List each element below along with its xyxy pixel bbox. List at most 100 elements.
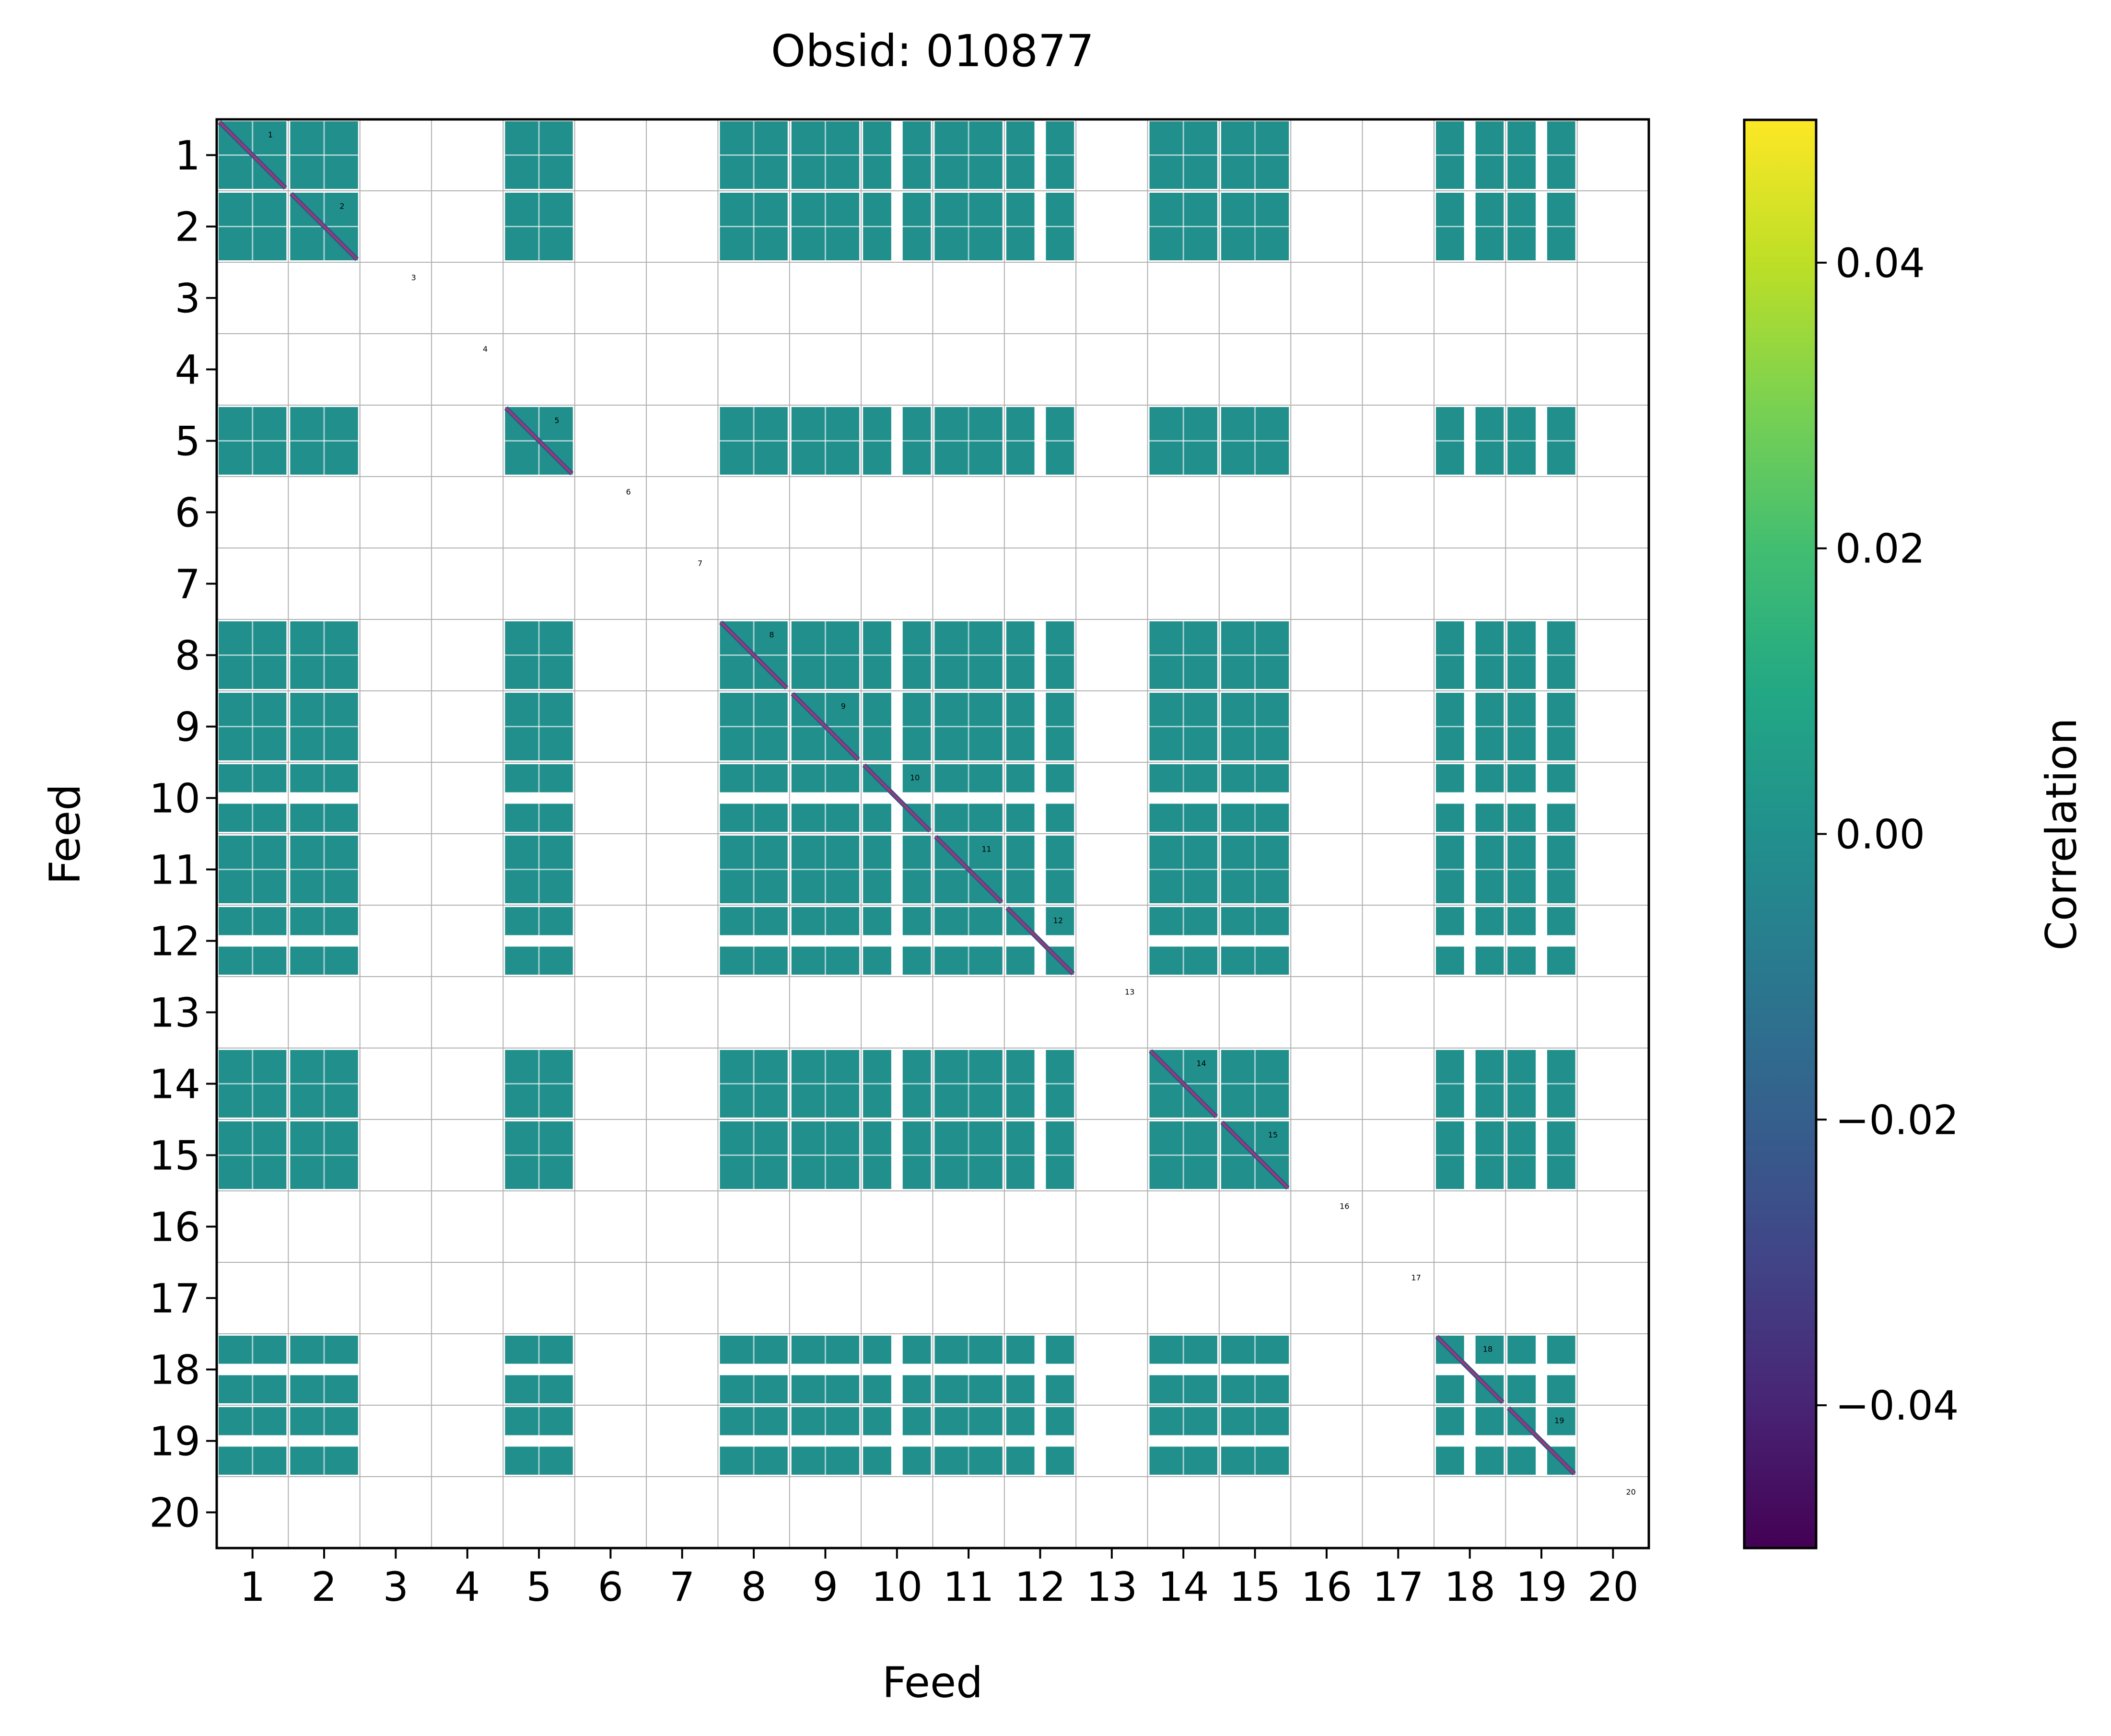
partial-feed-gap [1034,834,1046,905]
colorbar-ticks: 0.04 0.02 0.00 −0.02 −0.04 [1816,240,1959,1429]
x-tick-label: 1 [240,1563,265,1610]
partial-feed-gap [217,935,289,947]
diagonal-feed-label: 13 [1125,987,1134,996]
partial-feed-gap [891,905,903,977]
y-tick-label: 7 [175,561,200,608]
diagonal-feed-label: 17 [1411,1273,1421,1282]
partial-feed-gap [891,405,903,477]
diagonal-feed-label: 8 [769,630,774,639]
diagonal-feed-label: 2 [339,201,344,210]
y-tick-label: 2 [175,204,200,251]
x-tick-label: 7 [669,1563,695,1610]
colorbar-tick-label: −0.04 [1835,1382,1959,1429]
colorbar-tick-label: −0.02 [1835,1096,1959,1143]
x-tick-label: 3 [383,1563,408,1610]
partial-feed-gap [1464,405,1476,477]
y-tick-label: 13 [149,990,200,1037]
partial-feed-gap [1034,119,1046,191]
y-tick-label: 17 [149,1275,200,1322]
partial-feed-gap [891,191,903,262]
partial-feed-gap [718,1363,790,1375]
partial-feed-gap [1536,1048,1547,1119]
diagonal-feed-label: 14 [1196,1059,1206,1068]
x-tick-label: 20 [1587,1563,1639,1610]
diagonal-band-highlight [291,193,358,260]
grid-lines [217,119,1649,1548]
diagonal-band-highlight [1006,907,1074,975]
colorbar-tick-label: 0.02 [1835,525,1925,572]
y-tick-label: 16 [149,1204,200,1251]
y-tick-label: 8 [175,632,200,679]
partial-feed-gap [1034,191,1046,262]
partial-feed-gap [1464,1119,1476,1191]
colorbar-label: Correlation [2037,718,2086,950]
diagonal-band [218,120,1576,1476]
partial-feed-gap [288,935,360,947]
partial-feed-gap [1034,619,1046,691]
diagonal-feed-label: 10 [910,773,920,782]
partial-feed-gap [933,1435,1004,1447]
partial-feed-gap [1536,905,1547,977]
partial-feed-gap [1034,1119,1046,1191]
x-tick-label: 15 [1229,1563,1281,1610]
y-tick-label: 20 [149,1490,200,1537]
partial-feed-gap [1034,405,1046,477]
partial-feed-gap [891,1048,903,1119]
partial-feed-gap [933,1363,1004,1375]
partial-feed-gap [1536,191,1547,262]
partial-feed-gap [1464,119,1476,191]
x-tick-label: 17 [1373,1563,1424,1610]
y-tick-label: 15 [149,1132,200,1179]
partial-feed-gap [789,1363,862,1375]
partial-feed-gap [1034,691,1046,762]
diagonal-feed-label: 4 [483,344,488,353]
y-tick-label: 9 [175,704,200,751]
diagonal-feed-label: 19 [1554,1416,1564,1425]
diagonal-feed-label: 5 [554,416,559,425]
partial-feed-gap [1034,762,1046,834]
partial-feed-gap [1536,762,1547,834]
diagonal-band-highlight [720,621,787,689]
partial-feed-gap [1464,191,1476,262]
partial-feed-gap [1147,1435,1219,1447]
partial-feed-gap [503,792,575,804]
diagonal-band-highlight [1150,1050,1217,1118]
diagonal-band-highlight [863,764,931,832]
partial-feed-gap [1219,1435,1291,1447]
partial-feed-gap [1464,834,1476,905]
diagonal-band-highlight [1508,1407,1575,1475]
partial-feed-gap [1219,1363,1291,1375]
diagonal-feed-label: 18 [1483,1344,1493,1353]
partial-feed-gap [1464,1048,1476,1119]
partial-feed-gap [1464,1405,1476,1477]
partial-feed-gap [1536,119,1547,191]
partial-feed-gap [217,792,289,804]
partial-feed-gap [1536,405,1547,477]
x-tick-label: 19 [1516,1563,1567,1610]
x-tick-label: 4 [455,1563,480,1610]
y-tick-label: 12 [149,918,200,965]
partial-feed-gap [1536,834,1547,905]
diagonal-feed-label: 6 [626,487,631,496]
partial-feed-gap [933,792,1004,804]
partial-feed-gap [288,1435,360,1447]
partial-feed-gap [789,935,862,947]
y-tick-label: 11 [149,847,200,894]
partial-feed-gap [1536,1334,1547,1405]
partial-feed-gap [1034,1048,1046,1119]
partial-feed-gap [1034,1405,1046,1477]
colorbar-tick-label: 0.04 [1835,240,1925,287]
partial-feed-gap [1219,792,1291,804]
y-axis-label: Feed [40,784,90,885]
x-tick-label: 8 [741,1563,766,1610]
diagonal-feed-label: 11 [981,844,991,853]
y-tick-label: 1 [175,132,200,179]
partial-feed-gap [503,1435,575,1447]
chart-title: Obsid: 010877 [771,25,1094,77]
diagonal-feed-label: 15 [1268,1130,1278,1139]
partial-feed-gap [789,1435,862,1447]
y-tick-label: 4 [175,347,200,394]
partial-feed-gap [891,1405,903,1477]
partial-feed-gap [503,1363,575,1375]
